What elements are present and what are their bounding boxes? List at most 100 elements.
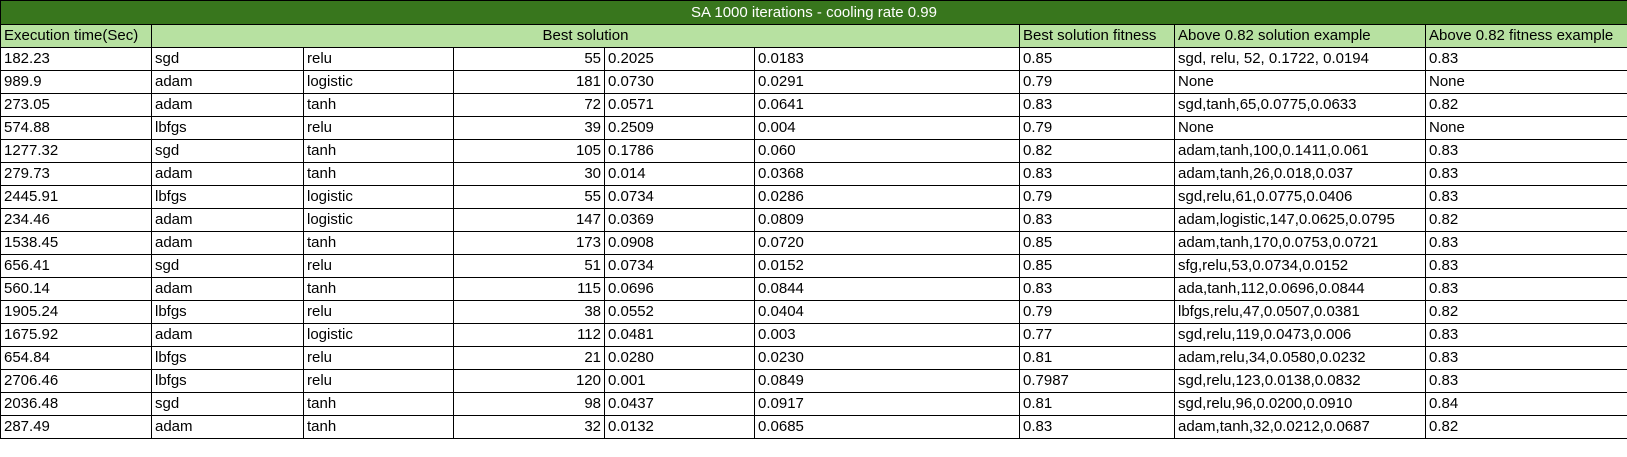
cell-solver[interactable]: adam — [151, 323, 304, 347]
cell-above-fitness[interactable]: 0.82 — [1424, 300, 1627, 324]
header-above-fitness[interactable]: Above 0.82 fitness example — [1424, 24, 1627, 48]
cell-above-solution[interactable]: lbfgs,relu,47,0.0507,0.0381 — [1174, 300, 1426, 324]
cell-alpha[interactable]: 0.1786 — [604, 139, 755, 163]
cell-execution-time[interactable]: 989.9 — [0, 70, 152, 94]
cell-alpha[interactable]: 0.0369 — [604, 208, 755, 232]
cell-learning-rate[interactable]: 0.003 — [754, 323, 1020, 347]
cell-above-fitness[interactable]: None — [1424, 116, 1627, 140]
cell-execution-time[interactable]: 560.14 — [0, 277, 152, 301]
cell-activation[interactable]: tanh — [303, 93, 454, 117]
cell-solver[interactable]: lbfgs — [151, 369, 304, 393]
cell-above-fitness[interactable]: 0.83 — [1424, 162, 1627, 186]
cell-learning-rate[interactable]: 0.0230 — [754, 346, 1020, 370]
cell-best-fitness[interactable]: 0.83 — [1019, 415, 1175, 439]
cell-learning-rate[interactable]: 0.0291 — [754, 70, 1020, 94]
cell-learning-rate[interactable]: 0.0809 — [754, 208, 1020, 232]
cell-solver[interactable]: adam — [151, 93, 304, 117]
cell-above-solution[interactable]: sgd,relu,123,0.0138,0.0832 — [1174, 369, 1426, 393]
cell-above-fitness[interactable]: 0.83 — [1424, 346, 1627, 370]
cell-above-solution[interactable]: sgd,relu,119,0.0473,0.006 — [1174, 323, 1426, 347]
cell-best-fitness[interactable]: 0.82 — [1019, 139, 1175, 163]
cell-above-solution[interactable]: adam,tanh,170,0.0753,0.0721 — [1174, 231, 1426, 255]
cell-above-fitness[interactable]: 0.83 — [1424, 254, 1627, 278]
cell-neurons[interactable]: 98 — [453, 392, 605, 416]
cell-activation[interactable]: tanh — [303, 139, 454, 163]
cell-alpha[interactable]: 0.014 — [604, 162, 755, 186]
cell-neurons[interactable]: 112 — [453, 323, 605, 347]
cell-above-solution[interactable]: ada,tanh,112,0.0696,0.0844 — [1174, 277, 1426, 301]
table-title[interactable]: SA 1000 iterations - cooling rate 0.99 — [0, 0, 1627, 25]
cell-above-solution[interactable]: adam,relu,34,0.0580,0.0232 — [1174, 346, 1426, 370]
cell-above-fitness[interactable]: 0.83 — [1424, 47, 1627, 71]
cell-activation[interactable]: tanh — [303, 392, 454, 416]
cell-best-fitness[interactable]: 0.79 — [1019, 116, 1175, 140]
cell-best-fitness[interactable]: 0.85 — [1019, 47, 1175, 71]
cell-alpha[interactable]: 0.001 — [604, 369, 755, 393]
cell-above-solution[interactable]: sfg,relu,53,0.0734,0.0152 — [1174, 254, 1426, 278]
cell-learning-rate[interactable]: 0.0685 — [754, 415, 1020, 439]
cell-learning-rate[interactable]: 0.060 — [754, 139, 1020, 163]
cell-execution-time[interactable]: 574.88 — [0, 116, 152, 140]
cell-best-fitness[interactable]: 0.83 — [1019, 162, 1175, 186]
cell-execution-time[interactable]: 287.49 — [0, 415, 152, 439]
cell-above-solution[interactable]: None — [1174, 116, 1426, 140]
cell-solver[interactable]: lbfgs — [151, 300, 304, 324]
cell-neurons[interactable]: 30 — [453, 162, 605, 186]
cell-alpha[interactable]: 0.2025 — [604, 47, 755, 71]
cell-solver[interactable]: lbfgs — [151, 185, 304, 209]
cell-activation[interactable]: tanh — [303, 162, 454, 186]
cell-above-solution[interactable]: sgd,relu,96,0.0200,0.0910 — [1174, 392, 1426, 416]
cell-neurons[interactable]: 51 — [453, 254, 605, 278]
cell-neurons[interactable]: 72 — [453, 93, 605, 117]
cell-neurons[interactable]: 115 — [453, 277, 605, 301]
cell-learning-rate[interactable]: 0.0183 — [754, 47, 1020, 71]
cell-alpha[interactable]: 0.0908 — [604, 231, 755, 255]
cell-learning-rate[interactable]: 0.0404 — [754, 300, 1020, 324]
cell-activation[interactable]: logistic — [303, 185, 454, 209]
cell-above-fitness[interactable]: 0.83 — [1424, 139, 1627, 163]
cell-above-fitness[interactable]: 0.83 — [1424, 185, 1627, 209]
cell-best-fitness[interactable]: 0.79 — [1019, 70, 1175, 94]
cell-above-fitness[interactable]: 0.82 — [1424, 415, 1627, 439]
cell-alpha[interactable]: 0.0730 — [604, 70, 755, 94]
cell-activation[interactable]: tanh — [303, 415, 454, 439]
cell-best-fitness[interactable]: 0.83 — [1019, 208, 1175, 232]
cell-best-fitness[interactable]: 0.85 — [1019, 254, 1175, 278]
cell-above-solution[interactable]: None — [1174, 70, 1426, 94]
cell-neurons[interactable]: 21 — [453, 346, 605, 370]
cell-above-fitness[interactable]: 0.83 — [1424, 323, 1627, 347]
cell-above-fitness[interactable]: 0.83 — [1424, 231, 1627, 255]
cell-best-fitness[interactable]: 0.83 — [1019, 277, 1175, 301]
cell-activation[interactable]: tanh — [303, 277, 454, 301]
cell-above-fitness[interactable]: None — [1424, 70, 1627, 94]
cell-neurons[interactable]: 38 — [453, 300, 605, 324]
cell-alpha[interactable]: 0.0280 — [604, 346, 755, 370]
cell-execution-time[interactable]: 1538.45 — [0, 231, 152, 255]
cell-best-fitness[interactable]: 0.83 — [1019, 93, 1175, 117]
cell-activation[interactable]: relu — [303, 300, 454, 324]
cell-activation[interactable]: relu — [303, 254, 454, 278]
cell-neurons[interactable]: 32 — [453, 415, 605, 439]
cell-solver[interactable]: sgd — [151, 254, 304, 278]
cell-above-fitness[interactable]: 0.82 — [1424, 93, 1627, 117]
cell-best-fitness[interactable]: 0.81 — [1019, 346, 1175, 370]
cell-neurons[interactable]: 105 — [453, 139, 605, 163]
cell-alpha[interactable]: 0.0481 — [604, 323, 755, 347]
cell-neurons[interactable]: 55 — [453, 47, 605, 71]
cell-best-fitness[interactable]: 0.79 — [1019, 300, 1175, 324]
cell-solver[interactable]: lbfgs — [151, 346, 304, 370]
cell-above-fitness[interactable]: 0.83 — [1424, 369, 1627, 393]
cell-best-fitness[interactable]: 0.77 — [1019, 323, 1175, 347]
cell-learning-rate[interactable]: 0.0917 — [754, 392, 1020, 416]
header-best-fitness[interactable]: Best solution fitness — [1019, 24, 1175, 48]
cell-alpha[interactable]: 0.2509 — [604, 116, 755, 140]
cell-activation[interactable]: logistic — [303, 208, 454, 232]
cell-alpha[interactable]: 0.0571 — [604, 93, 755, 117]
cell-solver[interactable]: adam — [151, 208, 304, 232]
cell-execution-time[interactable]: 2445.91 — [0, 185, 152, 209]
cell-execution-time[interactable]: 2036.48 — [0, 392, 152, 416]
cell-best-fitness[interactable]: 0.81 — [1019, 392, 1175, 416]
cell-above-solution[interactable]: adam,tanh,32,0.0212,0.0687 — [1174, 415, 1426, 439]
cell-activation[interactable]: logistic — [303, 70, 454, 94]
cell-above-solution[interactable]: sgd,tanh,65,0.0775,0.0633 — [1174, 93, 1426, 117]
